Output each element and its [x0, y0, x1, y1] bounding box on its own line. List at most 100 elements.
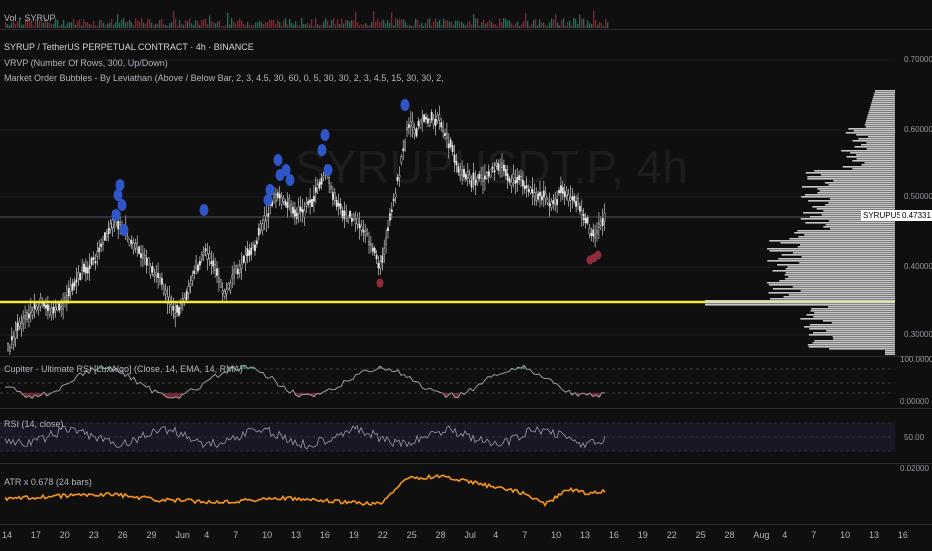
- volume-bar: [597, 25, 598, 28]
- volume-bar: [195, 20, 196, 28]
- volume-bar: [377, 19, 378, 28]
- candle-body: [589, 228, 590, 233]
- candle-body: [80, 273, 81, 280]
- volume-profile-row: [850, 152, 895, 154]
- volume-bar: [575, 19, 576, 28]
- volume-profile-row: [865, 124, 895, 126]
- candle-body: [216, 269, 217, 276]
- volume-profile-row: [812, 206, 895, 208]
- volume-bar: [273, 20, 274, 28]
- volume-bar: [599, 22, 600, 28]
- volume-bar: [69, 22, 70, 28]
- candle-body: [137, 243, 138, 249]
- candle-body: [366, 230, 367, 235]
- candle-body: [34, 303, 35, 309]
- time-tick: 16: [898, 530, 908, 540]
- candle-body: [112, 220, 113, 228]
- atr-pane[interactable]: ATR x 0.678 (24 bars) 0.02000: [0, 463, 932, 524]
- volume-bar: [333, 18, 334, 28]
- volume-bar: [357, 22, 358, 28]
- candle-body: [547, 199, 548, 202]
- candle-body: [119, 222, 120, 224]
- volume-bar: [209, 15, 210, 28]
- candle-body: [570, 197, 571, 200]
- candle-body: [387, 228, 388, 231]
- candle-body: [148, 258, 149, 266]
- candle-body: [294, 210, 295, 217]
- volume-bar: [425, 23, 426, 28]
- volume-profile-row: [843, 166, 895, 168]
- volume-label[interactable]: Vol · SYRUP: [4, 13, 56, 23]
- volume-bar: [231, 18, 232, 28]
- candle-body: [575, 201, 576, 207]
- volume-profile-row: [866, 126, 895, 128]
- indicator-bubbles-label[interactable]: Market Order Bubbles - By Leviathan (Abo…: [4, 73, 444, 83]
- rsi-chart[interactable]: [0, 409, 932, 463]
- volume-bar: [559, 25, 560, 28]
- volume-bar: [337, 20, 338, 28]
- candle-body: [537, 194, 538, 200]
- buy-bubble: [286, 174, 295, 186]
- candle-body: [192, 276, 193, 281]
- volume-bar: [63, 20, 64, 28]
- atr-label[interactable]: ATR x 0.678 (24 bars): [4, 477, 92, 487]
- candle-body: [156, 272, 157, 276]
- candle-body: [425, 117, 426, 119]
- candle-body: [106, 234, 107, 237]
- candle-body: [556, 199, 557, 204]
- volume-bar: [83, 19, 84, 28]
- volume-profile-row: [832, 322, 895, 324]
- symbol-title[interactable]: SYRUP / TetherUS PERPETUAL CONTRACT · 4h…: [4, 42, 254, 52]
- volume-bar: [251, 25, 252, 28]
- candle-body: [273, 194, 274, 197]
- volume-bar: [529, 26, 530, 28]
- volume-profile-row: [810, 324, 895, 326]
- volume-bar: [307, 23, 308, 28]
- volume-bar: [147, 19, 148, 28]
- indicator-vrvp-label[interactable]: VRVP (Number Of Rows, 300, Up/Down): [4, 58, 168, 68]
- volume-bar: [381, 21, 382, 28]
- price-pane[interactable]: SYRUP / TetherUS PERPETUAL CONTRACT · 4h…: [0, 30, 932, 355]
- candle-body: [357, 218, 358, 224]
- volume-bar: [95, 25, 96, 28]
- volume-bar: [439, 20, 440, 28]
- volume-bar: [407, 25, 408, 28]
- volume-profile-row: [847, 156, 895, 158]
- volume-bar: [493, 24, 494, 28]
- candle-body: [23, 318, 24, 324]
- candle-body: [594, 234, 595, 238]
- candle-body: [311, 199, 312, 207]
- candle-body: [36, 306, 37, 310]
- last-price-tag[interactable]: 0.47331: [900, 210, 932, 221]
- buy-bubble: [120, 224, 129, 236]
- rsi-label[interactable]: RSI (14, close): [4, 419, 64, 429]
- volume-profile-row: [769, 292, 895, 294]
- volume-bar: [109, 22, 110, 28]
- volume-bar: [353, 21, 354, 28]
- candle-body: [361, 226, 362, 230]
- rsi-pane[interactable]: RSI (14, close) 50.00: [0, 408, 932, 463]
- candle-body: [104, 233, 105, 241]
- candle-body: [239, 266, 240, 273]
- volume-profile-row: [789, 238, 895, 240]
- candle-body: [444, 133, 445, 135]
- ultimate-rsi-pane[interactable]: Cupiter · Ultimate RSI [LuxAlgo] (Close,…: [0, 356, 932, 407]
- ultimate-rsi-label[interactable]: Cupiter · Ultimate RSI [LuxAlgo] (Close,…: [4, 364, 243, 374]
- volume-profile-row: [786, 268, 895, 270]
- candle-body: [587, 217, 588, 223]
- candle-body: [176, 305, 177, 312]
- volume-bar: [59, 26, 60, 28]
- candle-body: [233, 269, 234, 277]
- candle-body: [551, 201, 552, 207]
- volume-profile-row: [866, 120, 895, 122]
- volume-bar: [295, 21, 296, 28]
- volume-bar: [7, 24, 8, 28]
- volume-bar: [433, 21, 434, 28]
- candle-body: [568, 194, 569, 201]
- candle-body: [602, 218, 603, 225]
- volume-bar: [311, 19, 312, 28]
- volume-bar: [123, 18, 124, 28]
- atr-chart[interactable]: [0, 464, 932, 524]
- volume-profile-row: [784, 296, 895, 298]
